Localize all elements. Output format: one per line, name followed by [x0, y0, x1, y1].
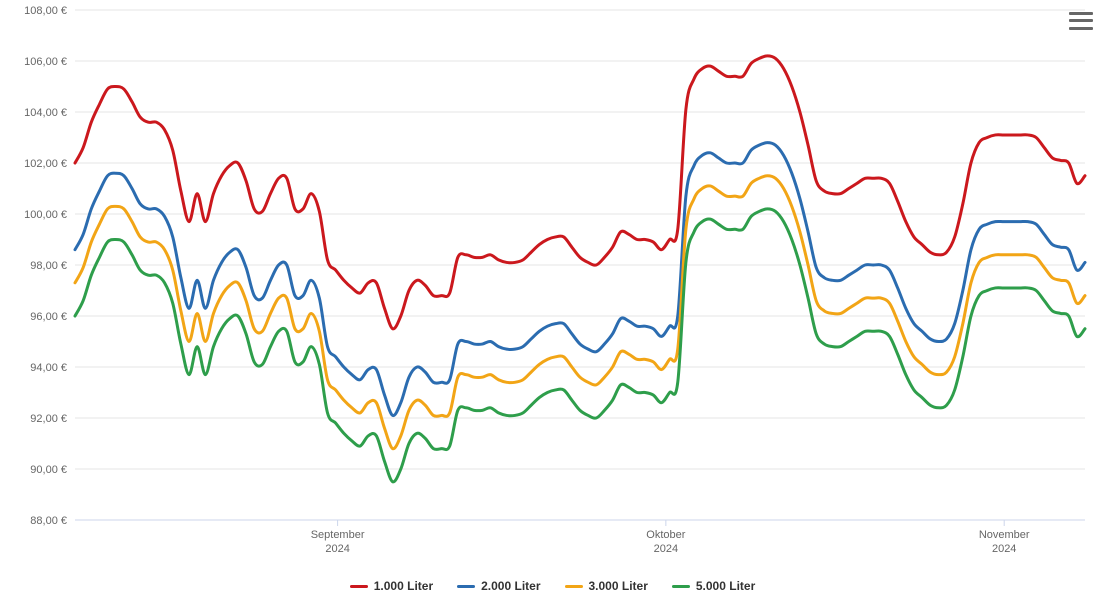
legend-label: 5.000 Liter [696, 579, 755, 593]
svg-text:Oktober: Oktober [646, 529, 685, 541]
legend-item[interactable]: 5.000 Liter [672, 579, 755, 593]
svg-text:90,00 €: 90,00 € [30, 464, 67, 476]
legend-swatch [672, 585, 690, 588]
svg-text:98,00 €: 98,00 € [30, 260, 67, 272]
svg-text:September: September [311, 529, 365, 541]
svg-text:2024: 2024 [992, 543, 1016, 555]
svg-text:2024: 2024 [325, 543, 349, 555]
legend-item[interactable]: 2.000 Liter [457, 579, 540, 593]
svg-text:100,00 €: 100,00 € [24, 209, 67, 221]
legend-swatch [565, 585, 583, 588]
chart-canvas: 88,00 € 90,00 € 92,00 € 94,00 € 96,00 € 98,00… [0, 0, 1105, 603]
svg-text:104,00 €: 104,00 € [24, 107, 67, 119]
legend-swatch [457, 585, 475, 588]
chart-menu-button[interactable] [1069, 8, 1093, 34]
svg-text:96,00 €: 96,00 € [30, 311, 67, 323]
price-chart: 88,00 € 90,00 € 92,00 € 94,00 € 96,00 € 98,00… [0, 0, 1105, 603]
svg-text:92,00 €: 92,00 € [30, 413, 67, 425]
chart-legend: 1.000 Liter 2.000 Liter 3.000 Liter 5.000 L… [0, 577, 1105, 594]
svg-text:108,00 €: 108,00 € [24, 5, 67, 17]
svg-text:94,00 €: 94,00 € [30, 362, 67, 374]
svg-text:November: November [979, 529, 1030, 541]
legend-item[interactable]: 3.000 Liter [565, 579, 648, 593]
svg-text:106,00 €: 106,00 € [24, 56, 67, 68]
svg-text:102,00 €: 102,00 € [24, 158, 67, 170]
svg-text:88,00 €: 88,00 € [30, 515, 67, 527]
legend-item[interactable]: 1.000 Liter [350, 579, 433, 593]
legend-swatch [350, 585, 368, 588]
legend-label: 1.000 Liter [374, 579, 433, 593]
legend-label: 3.000 Liter [589, 579, 648, 593]
legend-label: 2.000 Liter [481, 579, 540, 593]
svg-text:2024: 2024 [654, 543, 678, 555]
